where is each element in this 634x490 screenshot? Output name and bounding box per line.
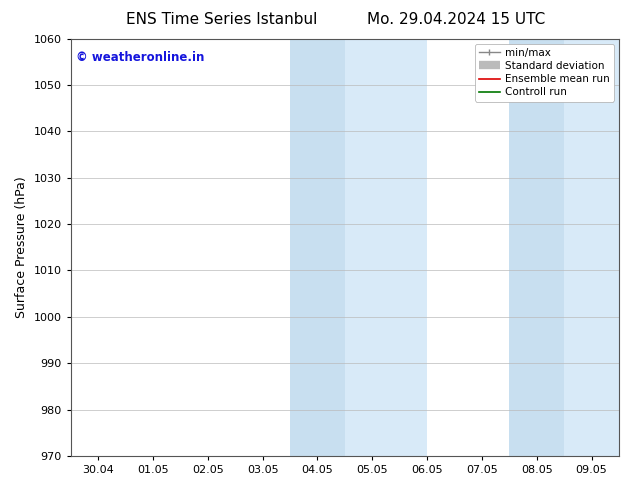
Bar <box>290 39 345 456</box>
Bar <box>509 39 564 456</box>
Bar <box>290 39 427 456</box>
Text: © weatheronline.in: © weatheronline.in <box>76 51 205 64</box>
Bar <box>509 39 619 456</box>
Text: Mo. 29.04.2024 15 UTC: Mo. 29.04.2024 15 UTC <box>367 12 546 27</box>
Text: ENS Time Series Istanbul: ENS Time Series Istanbul <box>126 12 318 27</box>
Bar <box>564 39 619 456</box>
Bar <box>345 39 427 456</box>
Y-axis label: Surface Pressure (hPa): Surface Pressure (hPa) <box>15 176 28 318</box>
Legend: min/max, Standard deviation, Ensemble mean run, Controll run: min/max, Standard deviation, Ensemble me… <box>475 44 614 101</box>
